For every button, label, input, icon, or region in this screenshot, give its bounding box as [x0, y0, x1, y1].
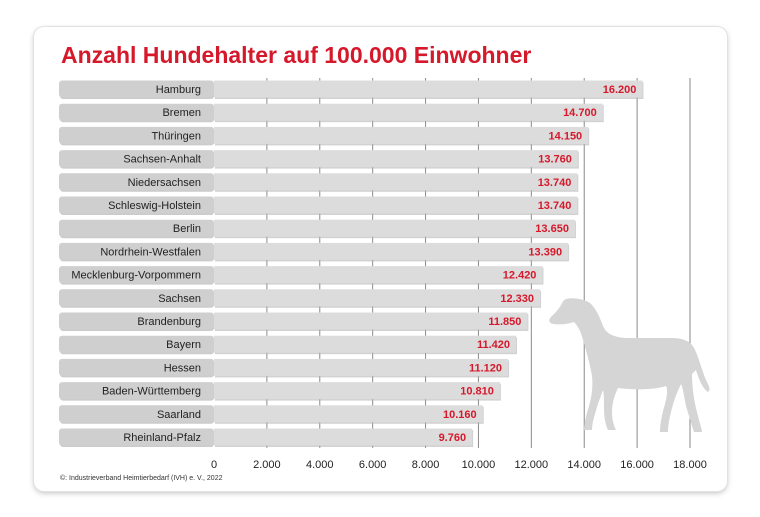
category-label: Nordrhein-Westfalen [100, 246, 201, 258]
bars [214, 80, 644, 447]
category-label-band [59, 266, 214, 284]
value-label: 13.390 [528, 246, 562, 258]
category-label: Bremen [162, 107, 201, 119]
chart-text: 0 2.000 4.000 6.000 8.000 10.000 12.000 14.000 1… [71, 84, 706, 471]
bar [214, 196, 578, 214]
value-label: 13.760 [538, 154, 572, 166]
x-tick-label: 10.000 [462, 459, 496, 471]
category-label-band [59, 312, 214, 330]
value-label: 11.850 [488, 316, 521, 328]
value-label: 10.160 [443, 409, 477, 421]
category-label: Rheinland-Pfalz [123, 432, 201, 444]
category-label: Sachsen-Anhalt [123, 154, 201, 166]
x-tick-label: 2.000 [253, 459, 281, 471]
bar [214, 428, 473, 446]
x-tick-label: 8.000 [412, 459, 440, 471]
category-label: Baden-Württemberg [102, 386, 201, 398]
bar [214, 358, 509, 376]
category-label-bands [59, 80, 214, 447]
category-label: Sachsen [158, 293, 201, 305]
bar [214, 80, 643, 98]
category-label: Schleswig-Holstein [108, 200, 201, 212]
value-label: 12.420 [503, 270, 537, 282]
category-label-band [59, 80, 214, 98]
category-label: Saarland [157, 409, 201, 421]
category-label-band [59, 335, 214, 353]
category-label-band [59, 126, 214, 144]
category-label-band [59, 242, 214, 260]
dog-silhouette-icon [549, 298, 710, 432]
category-label-band [59, 405, 214, 423]
bar [214, 405, 483, 423]
category-label-band [59, 173, 214, 191]
category-label: Bayern [166, 339, 201, 351]
bar [214, 103, 603, 121]
x-tick-label: 16.000 [620, 459, 654, 471]
category-label-band [59, 289, 214, 307]
category-label: Brandenburg [137, 316, 201, 328]
bar [214, 126, 589, 144]
category-label-band [59, 219, 214, 237]
x-tick-label: 12.000 [515, 459, 549, 471]
value-label: 16.200 [603, 84, 637, 96]
category-label: Hamburg [156, 84, 201, 96]
chart-title: Anzahl Hundehalter auf 100.000 Einwohner [61, 42, 532, 68]
bar [214, 173, 578, 191]
bar [214, 242, 569, 260]
x-tick-label: 6.000 [359, 459, 387, 471]
category-label: Hessen [164, 362, 201, 374]
x-tick-label: 4.000 [306, 459, 334, 471]
category-label: Mecklenburg-Vorpommern [71, 270, 201, 282]
bar [214, 382, 500, 400]
value-label: 13.740 [538, 177, 572, 189]
value-label: 9.760 [439, 432, 467, 444]
category-label: Niedersachsen [128, 177, 201, 189]
value-label: 12.330 [500, 293, 534, 305]
value-label: 14.700 [563, 107, 597, 119]
value-label: 14.150 [549, 130, 583, 142]
bar [214, 150, 578, 168]
value-label: 11.420 [477, 339, 510, 351]
x-tick-label: 14.000 [567, 459, 601, 471]
value-label: 10.810 [460, 386, 494, 398]
x-tick-label: 18.000 [673, 459, 707, 471]
category-label-band [59, 428, 214, 446]
bar [214, 335, 516, 353]
category-label-band [59, 103, 214, 121]
dog-silhouette-icon [549, 298, 710, 432]
category-label: Berlin [173, 223, 201, 235]
value-label: 13.650 [535, 223, 569, 235]
bar [214, 289, 541, 307]
x-tick-label: 0 [211, 459, 217, 471]
category-label-band [59, 150, 214, 168]
value-label: 13.740 [538, 200, 572, 212]
category-label-band [59, 358, 214, 376]
value-label: 11.120 [469, 362, 502, 374]
category-label-band [59, 196, 214, 214]
bar [214, 219, 575, 237]
source-note: ©: Industrieverband Heimtierbedarf (IVH)… [60, 475, 223, 482]
category-label-band [59, 382, 214, 400]
bar [214, 312, 528, 330]
category-label: Thüringen [151, 130, 201, 142]
bar [214, 266, 543, 284]
